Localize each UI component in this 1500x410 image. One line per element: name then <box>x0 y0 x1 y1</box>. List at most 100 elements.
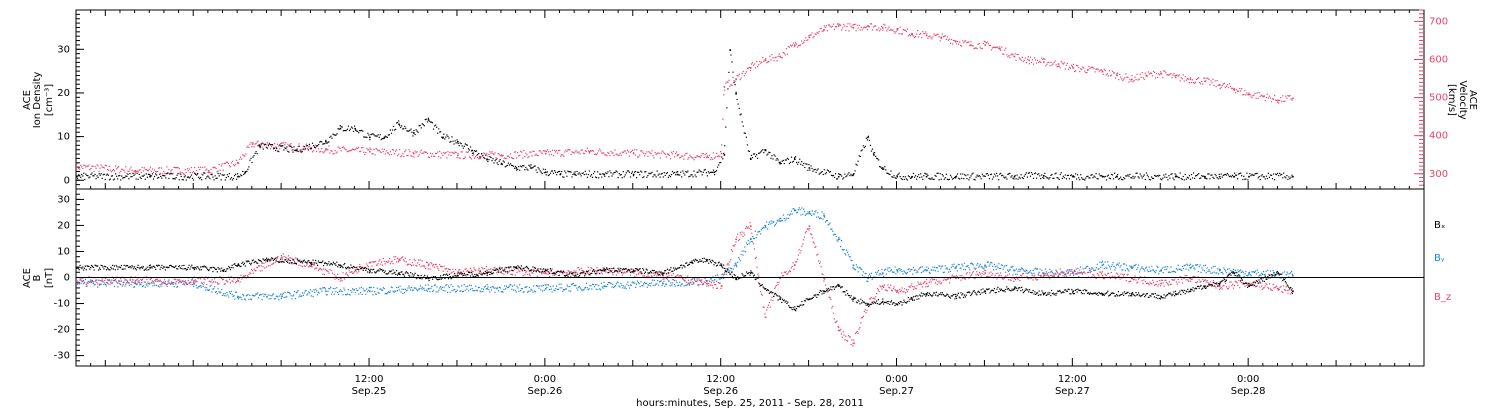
by-point <box>956 270 959 272</box>
velocity-point <box>734 80 736 82</box>
velocity-point <box>404 151 406 153</box>
density-point <box>570 171 572 173</box>
by-point <box>87 281 89 283</box>
density-point <box>582 172 584 174</box>
bz-point <box>643 275 646 277</box>
by-point <box>1041 269 1043 272</box>
by-point <box>1028 271 1030 274</box>
bz-point <box>373 261 375 263</box>
density-point <box>537 167 539 169</box>
by-point <box>1241 270 1243 272</box>
velocity-point <box>1246 92 1248 94</box>
density-point <box>786 157 788 159</box>
density-point <box>446 134 448 136</box>
velocity-point <box>1079 71 1081 73</box>
bz-point <box>676 275 678 277</box>
by-point <box>202 285 204 287</box>
velocity-point <box>809 34 811 36</box>
velocity-point <box>1065 64 1067 66</box>
by-point <box>236 291 238 293</box>
velocity-point <box>80 164 82 166</box>
density-point <box>840 174 842 176</box>
by-point <box>521 288 523 290</box>
bz-point <box>378 260 380 262</box>
density-point-anchor <box>896 175 899 178</box>
bz-point <box>761 294 763 296</box>
density-point <box>670 174 673 176</box>
velocity-point <box>899 26 901 28</box>
bz-point <box>869 298 871 300</box>
velocity-point <box>1105 74 1107 76</box>
bz-point <box>152 281 154 283</box>
by-point <box>187 280 189 282</box>
velocity-point <box>174 167 176 169</box>
by-point <box>774 224 777 226</box>
density-point <box>1130 177 1132 179</box>
velocity-point <box>161 167 163 169</box>
velocity-point <box>786 53 788 55</box>
velocity-point <box>777 55 779 57</box>
density-point <box>234 175 236 177</box>
density-point <box>481 153 483 155</box>
velocity-point <box>378 149 380 151</box>
bz-point <box>447 268 450 270</box>
bz-point <box>219 276 221 278</box>
velocity-point <box>782 52 784 54</box>
density-point <box>1259 179 1261 181</box>
density-point <box>864 145 866 147</box>
density-point <box>132 173 134 175</box>
by-point <box>545 284 547 286</box>
density-point <box>1149 179 1152 181</box>
by-point <box>1211 272 1213 274</box>
density-point <box>695 176 697 178</box>
density-point <box>970 175 972 177</box>
by-point <box>243 298 246 300</box>
by-point <box>741 250 743 252</box>
by-point <box>157 285 159 287</box>
bz-point <box>454 274 456 277</box>
velocity-point <box>117 167 119 169</box>
velocity-point <box>1075 70 1077 72</box>
velocity-point <box>1002 53 1004 55</box>
bz-point <box>508 270 510 273</box>
by-point <box>1288 276 1290 278</box>
by-point <box>1256 269 1258 271</box>
by-point <box>891 271 893 273</box>
by-point <box>217 288 219 290</box>
bz-point <box>723 271 726 274</box>
bz-point <box>92 282 94 284</box>
bz-point <box>123 277 125 279</box>
velocity-point <box>1253 94 1255 96</box>
density-point <box>985 173 987 175</box>
velocity-point <box>377 150 379 152</box>
velocity-point <box>620 154 622 156</box>
by-point <box>772 220 774 223</box>
bz-point <box>243 275 246 277</box>
density-point <box>150 175 153 177</box>
bz-point <box>120 280 122 282</box>
density-point <box>973 178 975 180</box>
bz-point <box>700 280 702 282</box>
by-point <box>535 285 537 287</box>
by-point <box>387 292 389 294</box>
bz-point <box>317 269 319 272</box>
bz-point <box>91 280 93 282</box>
by-point <box>898 268 900 270</box>
velocity-point <box>1096 68 1098 70</box>
bz-point <box>474 269 476 271</box>
bz-point <box>223 283 225 285</box>
by-point <box>516 285 518 287</box>
velocity-point-anchor <box>1218 84 1221 86</box>
density-point <box>541 173 543 175</box>
density-point-anchor <box>852 173 855 176</box>
velocity-point <box>600 150 602 152</box>
by-point <box>112 282 114 284</box>
density-point <box>842 178 844 180</box>
by-point <box>122 282 124 284</box>
density-point <box>504 166 506 168</box>
velocity-point <box>475 156 477 158</box>
velocity-point <box>1236 89 1238 91</box>
density-point <box>850 173 852 175</box>
density-point <box>1025 172 1027 174</box>
by-point <box>151 282 153 284</box>
